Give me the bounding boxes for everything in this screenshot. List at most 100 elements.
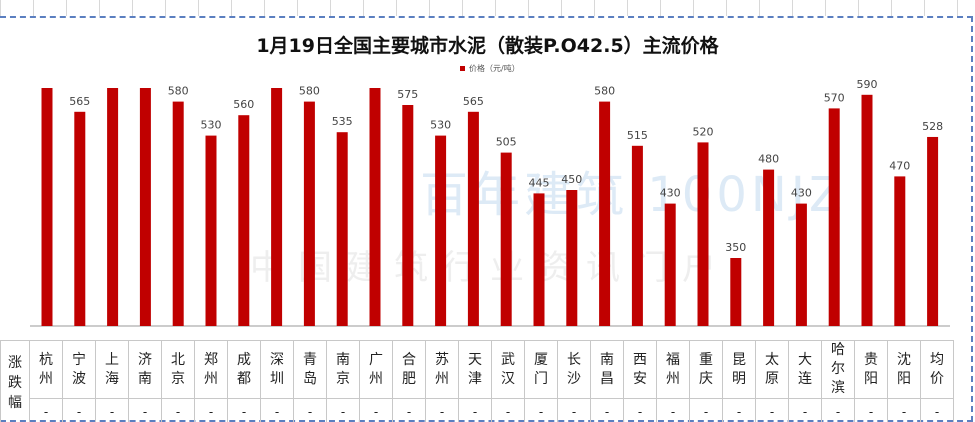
bar-杭州: [41, 88, 53, 326]
bar-长沙: [566, 190, 578, 326]
data-label: 480: [758, 153, 779, 166]
data-label: 450: [561, 173, 582, 186]
city-cell: 昆明: [722, 340, 756, 399]
bar-武汉: [500, 152, 512, 326]
change-cell: -: [491, 398, 525, 422]
data-label: 570: [824, 91, 845, 104]
change-cell: -: [920, 398, 954, 422]
change-cell: -: [95, 398, 129, 422]
change-cell: -: [722, 398, 756, 422]
bar-宁波: [74, 111, 86, 326]
change-cell: -: [62, 398, 96, 422]
city-cell: 天津: [458, 340, 492, 399]
change-cell: -: [128, 398, 162, 422]
data-label: 580: [168, 85, 189, 98]
bar-成都: [238, 115, 250, 326]
city-cell: 太原: [755, 340, 789, 399]
city-cell: 青岛: [293, 340, 327, 399]
bar-深圳: [271, 88, 283, 326]
data-label: 565: [69, 95, 90, 108]
city-cell: 南京: [326, 340, 360, 399]
city-cell: 苏州: [425, 340, 459, 399]
data-label: 430: [660, 187, 681, 200]
data-label: 580: [299, 85, 320, 98]
change-cell: -: [755, 398, 789, 422]
city-cell: 均价: [920, 340, 954, 399]
legend-label: 价格（元/吨）: [469, 64, 520, 73]
change-cell: -: [656, 398, 690, 422]
bar-plot: 565 580 530 560 580 535 575 530 565 505 445 450 580 5…: [30, 78, 950, 327]
city-cell: 深圳: [260, 340, 294, 399]
data-label: 530: [430, 119, 451, 132]
bar-厦门: [533, 193, 545, 326]
data-label: 575: [397, 88, 418, 101]
city-cell: 长沙: [557, 340, 591, 399]
bar-广州: [369, 88, 381, 326]
change-cell: -: [392, 398, 426, 422]
bar-上海: [107, 88, 119, 326]
change-cell: -: [854, 398, 888, 422]
data-label: 580: [594, 85, 615, 98]
city-cell: 大连: [788, 340, 822, 399]
bar-合肥: [402, 105, 414, 326]
city-cell: 哈尔滨: [821, 340, 855, 399]
city-cell: 成都: [227, 340, 261, 399]
city-cell: 贵阳: [854, 340, 888, 399]
bar-昆明: [730, 258, 742, 326]
city-cell: 北京: [161, 340, 195, 399]
legend-swatch: [460, 66, 465, 71]
city-cell: 武汉: [491, 340, 525, 399]
change-table: 涨跌幅杭州宁波上海济南北京郑州成都深圳青岛南京广州合肥苏州天津武汉厦门长沙南昌西…: [0, 340, 954, 422]
data-label: 505: [496, 136, 517, 149]
bar-福州: [664, 203, 676, 326]
bar-济南: [139, 88, 151, 326]
city-cell: 合肥: [392, 340, 426, 399]
change-cell: -: [260, 398, 294, 422]
bar-天津: [467, 111, 479, 326]
change-cell: -: [293, 398, 327, 422]
chart-title: 1月19日全国主要城市水泥（散装P.O42.5）主流价格: [256, 35, 719, 57]
city-cell: 福州: [656, 340, 690, 399]
bar-重庆: [697, 142, 709, 326]
data-label: 590: [857, 78, 878, 91]
bar-大连: [795, 203, 807, 326]
data-label: 350: [725, 241, 746, 254]
city-cell: 沈阳: [887, 340, 921, 399]
change-cell: -: [887, 398, 921, 422]
bar-哈尔滨: [828, 108, 840, 327]
bar-北京: [172, 101, 184, 326]
change-cell: -: [161, 398, 195, 422]
change-cell: -: [326, 398, 360, 422]
bar-南京: [336, 132, 348, 326]
bar-青岛: [303, 101, 315, 326]
data-label: 565: [463, 95, 484, 108]
change-cell: -: [689, 398, 723, 422]
bar-西安: [631, 145, 643, 326]
data-label: 515: [627, 129, 648, 142]
city-cell: 杭州: [29, 340, 63, 399]
data-label: 520: [693, 125, 714, 138]
change-cell: -: [623, 398, 657, 422]
change-cell: -: [821, 398, 855, 422]
city-cell: 厦门: [524, 340, 558, 399]
change-cell: -: [788, 398, 822, 422]
change-cell: -: [359, 398, 393, 422]
change-cell: -: [227, 398, 261, 422]
data-label: 470: [889, 159, 910, 172]
change-cell: -: [194, 398, 228, 422]
change-cell: -: [29, 398, 63, 422]
city-cell: 西安: [623, 340, 657, 399]
data-label: 430: [791, 187, 812, 200]
city-cell: 宁波: [62, 340, 96, 399]
change-cell: -: [458, 398, 492, 422]
city-cell: 上海: [95, 340, 129, 399]
bar-郑州: [205, 135, 217, 326]
city-cell: 郑州: [194, 340, 228, 399]
change-cell: -: [590, 398, 624, 422]
change-cell: -: [557, 398, 591, 422]
change-cell: -: [425, 398, 459, 422]
row-header: 涨跌幅: [0, 340, 30, 422]
city-cell: 济南: [128, 340, 162, 399]
change-cell: -: [524, 398, 558, 422]
